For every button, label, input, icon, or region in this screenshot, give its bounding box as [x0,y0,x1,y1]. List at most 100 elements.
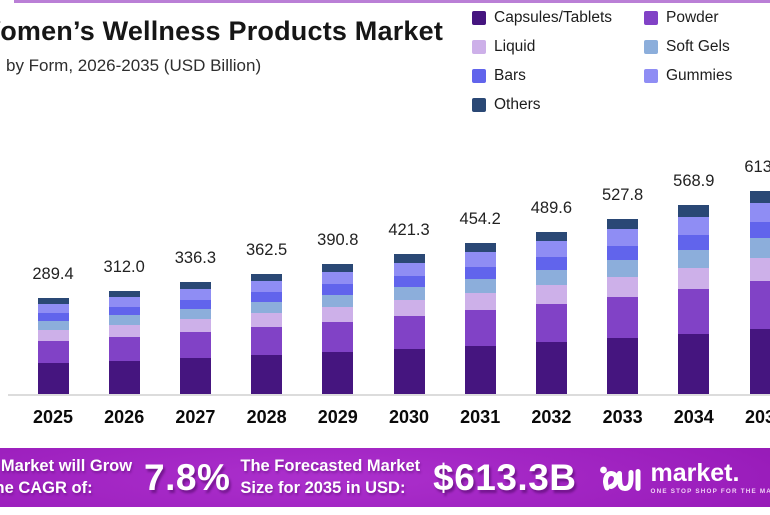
bar-segment-bars [535,256,567,270]
bar-value-label: 454.2 [459,210,501,229]
bar-segment-gummies [251,280,283,293]
bar-segment-others [393,254,425,263]
legend-item: Liquid [472,37,644,57]
bar-segment-gummies [108,296,140,307]
legend-swatch [472,69,486,83]
bar-2028 [251,273,283,394]
bar-value-label: 421.3 [388,221,430,240]
logo-tagline: ONE STOP SHOP FOR THE MARKET RESEARCH [650,487,770,495]
y-axis-tick-fragment: 0 [0,145,5,160]
y-axis-tick-fragment: 0 [0,271,5,286]
legend-swatch [644,11,658,25]
bar-segment-liquid [749,257,770,282]
bar-segment-capsules-tablets [393,349,425,394]
y-axis-tick-fragment: 0 [0,334,5,349]
bar-segment-soft-gels [251,301,283,314]
legend-label: Powder [666,9,719,26]
cagr-label: The Market will Grow At the CAGR of: [0,456,132,500]
forecast-label-line2: Size for 2035 in USD: [240,478,406,497]
legend-label: Gummies [666,67,733,84]
bar-segment-bars [251,292,283,302]
bar-segment-gummies [464,252,496,267]
bar-2035 [749,190,770,394]
bar-segment-capsules-tablets [179,358,211,394]
legend-swatch [472,11,486,25]
bar-segment-others [464,243,496,253]
bar-segment-others [535,231,567,242]
bar-segment-liquid [322,307,354,322]
bar-2029 [322,264,354,394]
legend-swatch [472,40,486,54]
bar-segment-capsules-tablets [678,333,710,394]
bar-segment-liquid [179,319,211,333]
bar-segment-powder [393,316,425,350]
bar-segment-liquid [251,313,283,328]
bar-segment-others [37,298,69,304]
bar-segment-powder [535,303,567,342]
bar-segment-soft-gels [678,249,710,268]
bar-segment-bars [749,222,770,239]
bar-segment-gummies [607,229,639,247]
top-accent-line [14,0,770,3]
bar-segment-gummies [179,289,211,300]
bar-segment-powder [678,289,710,334]
forecast-label-line1: The Forecasted Market [240,456,421,475]
bar-segment-powder [108,336,140,361]
cagr-value: 7.8% [144,456,231,498]
bar-segment-capsules-tablets [322,352,354,394]
legend-item: Powder [644,8,732,28]
bar-segment-soft-gels [322,294,354,308]
bar-segment-soft-gels [464,278,496,294]
legend-label: Soft Gels [666,38,730,55]
legend-swatch [644,40,658,54]
bar-value-label: 312.0 [103,257,145,276]
brand-logo: market. ONE STOP SHOP FOR THE MARKET RES… [598,459,770,497]
bar-segment-others [179,282,211,290]
bar-segment-bars [607,246,639,261]
bar-segment-capsules-tablets [251,355,283,394]
x-axis-label: 2030 [388,407,430,427]
bar-segment-soft-gels [108,314,140,325]
bar-segment-capsules-tablets [464,345,496,394]
bar-2025 [37,298,69,394]
bar-segment-liquid [678,267,710,290]
legend-label: Liquid [494,38,536,55]
y-axis-tick-fragment: 0 [0,208,5,223]
bar-segment-powder [322,322,354,353]
forecast-value: $613.3B [433,456,577,498]
bar-segment-capsules-tablets [607,337,639,394]
bar-segment-bars [37,312,69,321]
bar-segment-others [607,218,639,230]
legend-label: Bars [494,67,526,84]
bar-segment-powder [607,296,639,338]
legend-label: Others [494,96,541,113]
x-axis-label: 2025 [32,407,74,427]
bar-segment-soft-gels [179,308,211,320]
bar-segment-others [322,264,354,273]
bar-segment-others [251,273,283,281]
footer-banner: The Market will Grow At the CAGR of: 7.8… [0,448,770,507]
bar-segment-bars [108,306,140,315]
bar-value-label: 390.8 [317,231,359,250]
legend-swatch [472,98,486,112]
bar-2031 [464,243,496,394]
bar-segment-gummies [535,241,567,257]
bar-segment-gummies [393,262,425,276]
x-axis-label: 2033 [602,407,643,427]
legend-item: Soft Gels [644,37,732,57]
cagr-label-line1: The Market will Grow [0,456,133,475]
legend-item: Gummies [644,66,732,86]
bar-segment-gummies [37,303,69,313]
bar-segment-bars [322,284,354,295]
legend-swatch [644,69,658,83]
bar-2032 [535,231,567,394]
bar-segment-powder [179,332,211,359]
bar-segment-bars [179,299,211,309]
cagr-label-line2: At the CAGR of: [0,478,93,497]
x-axis-label: 2028 [246,407,287,427]
bar-segment-others [749,190,770,203]
bar-segment-gummies [749,202,770,223]
legend-item: Capsules/Tablets [472,8,644,28]
bar-segment-capsules-tablets [108,360,140,394]
